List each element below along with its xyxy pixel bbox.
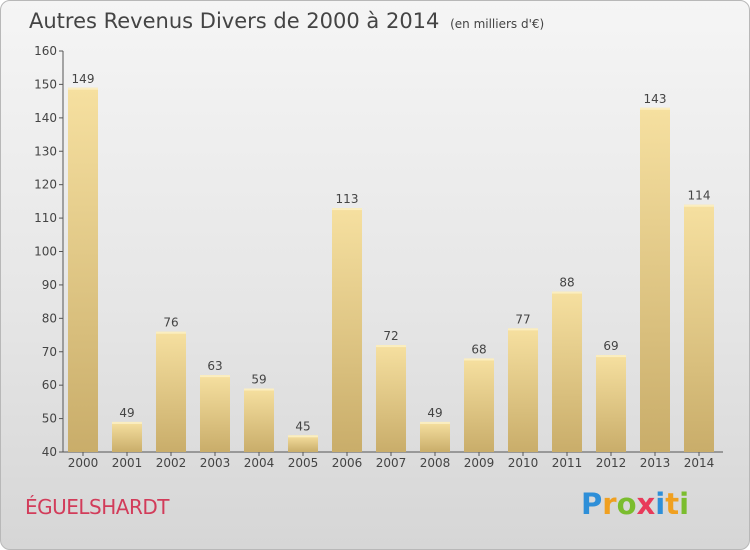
logo-letter: P <box>581 487 603 521</box>
bar-highlight <box>420 421 450 424</box>
x-tick-label: 2006 <box>332 456 363 470</box>
bar <box>640 107 670 452</box>
bar <box>156 331 186 452</box>
bar-highlight <box>200 375 230 378</box>
data-label: 49 <box>427 406 442 420</box>
bar <box>420 421 450 452</box>
y-tick-label: 50 <box>42 412 57 426</box>
y-tick-label: 60 <box>42 378 57 392</box>
x-tick-label: 2008 <box>420 456 451 470</box>
bar-highlight <box>288 435 318 438</box>
bar-highlight <box>684 204 714 207</box>
logo-letter: o <box>616 487 637 521</box>
bar <box>68 87 98 452</box>
x-tick-label: 2012 <box>596 456 627 470</box>
data-label: 143 <box>644 92 667 106</box>
bar <box>596 355 626 452</box>
data-label: 114 <box>688 189 711 203</box>
logo-letter: i <box>679 487 690 521</box>
x-tick-label: 2002 <box>156 456 187 470</box>
bar <box>684 204 714 452</box>
data-label: 63 <box>207 359 222 373</box>
chart-subtitle: (en milliers d'€) <box>450 17 545 31</box>
data-label: 59 <box>251 373 266 387</box>
proxiti-logo: Proxiti <box>581 487 689 521</box>
y-tick-label: 70 <box>42 345 57 359</box>
x-tick-label: 2000 <box>68 456 99 470</box>
bar <box>464 358 494 452</box>
x-tick-label: 2013 <box>640 456 671 470</box>
bar <box>332 208 362 452</box>
data-label: 76 <box>163 316 178 330</box>
x-tick-label: 2001 <box>112 456 143 470</box>
x-tick-label: 2003 <box>200 456 231 470</box>
location-name: ÉGUELSHARDT <box>25 495 169 519</box>
x-tick-label: 2007 <box>376 456 407 470</box>
y-tick-label: 80 <box>42 311 57 325</box>
x-tick-label: 2010 <box>508 456 539 470</box>
y-tick-label: 90 <box>42 278 57 292</box>
data-label: 113 <box>336 192 359 206</box>
bar <box>508 328 538 452</box>
x-tick-label: 2004 <box>244 456 275 470</box>
bar-highlight <box>464 358 494 361</box>
bar <box>112 421 142 452</box>
y-tick-label: 100 <box>34 245 57 259</box>
logo-letter: i <box>655 487 666 521</box>
y-tick-label: 40 <box>42 445 57 459</box>
x-tick-label: 2005 <box>288 456 319 470</box>
y-tick-label: 130 <box>34 144 57 158</box>
bar-highlight <box>156 331 186 334</box>
bar-highlight <box>596 355 626 358</box>
data-label: 68 <box>471 342 486 356</box>
logo-letter: r <box>602 487 617 521</box>
bar-highlight <box>244 388 274 391</box>
data-label: 45 <box>295 419 310 433</box>
x-tick-label: 2009 <box>464 456 495 470</box>
logo-letter: x <box>636 487 656 521</box>
y-tick-label: 110 <box>34 211 57 225</box>
bar-highlight <box>640 107 670 110</box>
data-label: 72 <box>383 329 398 343</box>
x-tick-label: 2011 <box>552 456 583 470</box>
bar-highlight <box>376 345 406 348</box>
chart-title-text: Autres Revenus Divers de 2000 à 2014 <box>29 9 440 33</box>
data-label: 69 <box>603 339 618 353</box>
bar-highlight <box>508 328 538 331</box>
bar <box>288 435 318 452</box>
bar <box>244 388 274 452</box>
data-label: 49 <box>119 406 134 420</box>
bar <box>200 375 230 452</box>
bar-highlight <box>112 421 142 424</box>
data-label: 149 <box>72 72 95 86</box>
x-tick-label: 2014 <box>684 456 715 470</box>
y-tick-label: 150 <box>34 77 57 91</box>
bar-highlight <box>552 291 582 294</box>
y-tick-label: 140 <box>34 111 57 125</box>
logo-letter: t <box>665 487 680 521</box>
chart-title: Autres Revenus Divers de 2000 à 2014 (en… <box>29 9 544 33</box>
bar <box>552 291 582 452</box>
data-label: 77 <box>515 312 530 326</box>
y-tick-label: 160 <box>34 44 57 58</box>
bar-highlight <box>332 208 362 211</box>
data-label: 88 <box>559 276 574 290</box>
y-tick-label: 120 <box>34 178 57 192</box>
bar <box>376 345 406 452</box>
bar-highlight <box>68 87 98 90</box>
